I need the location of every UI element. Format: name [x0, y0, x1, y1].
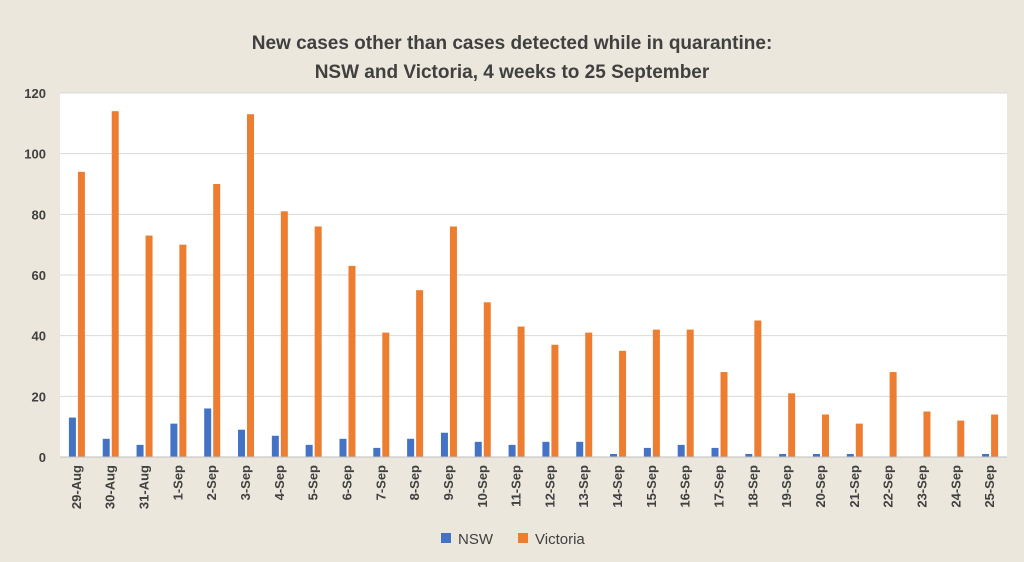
bar-nsw: [68, 417, 76, 457]
x-tick-label: 22-Sep: [881, 465, 896, 508]
bar-victoria: [77, 171, 85, 457]
bar-nsw: [407, 438, 415, 457]
x-tick-label: 29-Aug: [69, 465, 84, 509]
x-tick-label: 10-Sep: [475, 465, 490, 508]
bar-nsw: [271, 435, 279, 457]
bar-victoria: [280, 211, 288, 457]
bar-nsw: [812, 453, 820, 457]
x-tick-label: 18-Sep: [745, 465, 760, 508]
bar-nsw: [576, 441, 584, 457]
bar-victoria: [686, 329, 694, 457]
x-tick-label: 5-Sep: [306, 465, 321, 500]
bar-nsw: [373, 447, 381, 457]
bar-nsw: [745, 453, 753, 457]
bar-nsw: [474, 441, 482, 457]
bar-victoria: [720, 372, 728, 457]
bar-victoria: [821, 414, 829, 457]
x-tick-label: 6-Sep: [339, 465, 354, 500]
chart-title-line-2: NSW and Victoria, 4 weeks to 25 Septembe…: [314, 62, 710, 83]
bar-victoria: [449, 226, 457, 457]
bar-nsw: [204, 408, 212, 457]
bar-nsw: [508, 444, 516, 457]
y-tick-label: 0: [39, 450, 46, 465]
bar-nsw: [440, 432, 448, 457]
x-tick-label: 2-Sep: [204, 465, 219, 500]
chart-title-line-1: New cases other than cases detected whil…: [251, 33, 773, 54]
bar-nsw: [677, 444, 685, 457]
x-tick-label: 7-Sep: [373, 465, 388, 500]
bar-victoria: [652, 329, 660, 457]
bar-nsw: [846, 453, 854, 457]
y-tick-label: 80: [32, 207, 46, 222]
bar-victoria: [855, 423, 863, 457]
bar-victoria: [247, 114, 255, 457]
bar-victoria: [483, 302, 491, 457]
x-tick-label: 11-Sep: [509, 465, 524, 507]
bar-nsw: [339, 438, 347, 457]
bar-nsw: [136, 444, 144, 457]
x-tick-label: 8-Sep: [407, 465, 422, 500]
x-tick-label: 12-Sep: [542, 465, 557, 508]
x-tick-label: 3-Sep: [238, 465, 253, 500]
legend-swatch-victoria: [518, 533, 528, 543]
bar-victoria: [619, 350, 627, 457]
bar-victoria: [145, 235, 153, 457]
x-tick-label: 14-Sep: [610, 465, 625, 508]
bar-nsw: [305, 444, 313, 457]
bar-victoria: [754, 320, 762, 457]
x-tick-label: 24-Sep: [948, 465, 963, 508]
bar-victoria: [957, 420, 965, 457]
bar-victoria: [179, 244, 187, 457]
x-tick-label: 20-Sep: [813, 465, 828, 508]
bar-nsw: [238, 429, 246, 457]
legend-label-victoria: Victoria: [535, 531, 585, 548]
x-tick-label: 19-Sep: [779, 465, 794, 508]
x-tick-label: 21-Sep: [847, 465, 862, 508]
bar-nsw: [779, 453, 787, 457]
bar-victoria: [213, 184, 221, 457]
x-tick-label: 9-Sep: [441, 465, 456, 500]
x-tick-label: 30-Aug: [103, 465, 118, 509]
bar-victoria: [991, 414, 999, 457]
bar-victoria: [585, 332, 593, 457]
bar-nsw: [982, 453, 990, 457]
bar-victoria: [382, 332, 390, 457]
y-tick-label: 100: [24, 147, 46, 162]
bar-nsw: [610, 453, 618, 457]
y-tick-label: 60: [32, 268, 46, 283]
x-tick-label: 4-Sep: [272, 465, 287, 500]
x-tick-label: 1-Sep: [170, 465, 185, 500]
x-tick-label: 16-Sep: [678, 465, 693, 508]
x-tick-label: 25-Sep: [982, 465, 997, 508]
legend-swatch-nsw: [441, 533, 451, 543]
bar-victoria: [314, 226, 322, 457]
bar-victoria: [416, 290, 424, 457]
x-tick-label: 23-Sep: [914, 465, 929, 508]
bar-victoria: [111, 111, 119, 457]
legend-label-nsw: NSW: [458, 531, 494, 548]
y-tick-label: 20: [32, 389, 46, 404]
bar-nsw: [643, 447, 651, 457]
bar-victoria: [889, 372, 897, 457]
bar-nsw: [170, 423, 178, 457]
bar-victoria: [551, 344, 559, 457]
bar-victoria: [788, 393, 796, 457]
x-tick-label: 17-Sep: [712, 465, 727, 508]
x-tick-label: 13-Sep: [576, 465, 591, 508]
bar-victoria: [348, 265, 356, 457]
bar-victoria: [517, 326, 525, 457]
bar-victoria: [923, 411, 931, 457]
bar-nsw: [542, 441, 550, 457]
y-tick-label: 120: [24, 86, 46, 101]
x-tick-label: 15-Sep: [644, 465, 659, 508]
bar-nsw: [102, 438, 110, 457]
bar-nsw: [711, 447, 719, 457]
y-tick-label: 40: [32, 329, 46, 344]
x-tick-label: 31-Aug: [137, 465, 152, 509]
